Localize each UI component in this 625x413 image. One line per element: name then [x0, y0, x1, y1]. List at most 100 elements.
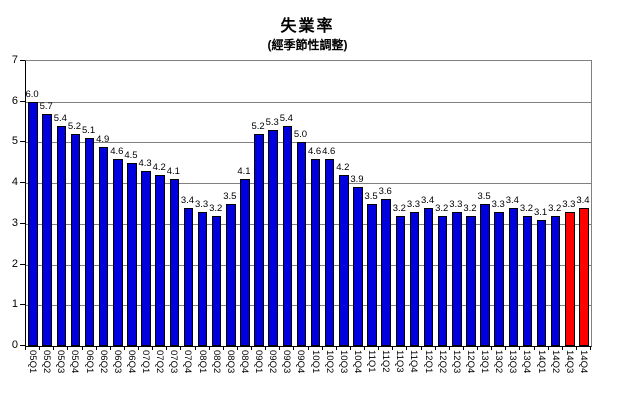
y-axis-tick — [20, 182, 25, 184]
bar-value-label: 4.9 — [96, 133, 110, 145]
x-axis-tick — [477, 346, 478, 350]
bar-value-label: 5.7 — [39, 100, 53, 112]
x-axis-label: 09Q1 — [253, 350, 265, 374]
x-axis-label: 10Q2 — [323, 350, 335, 374]
bar — [28, 101, 38, 346]
bar — [98, 146, 109, 346]
bar — [197, 211, 208, 346]
x-axis-tick — [533, 346, 535, 350]
x-axis-tick — [505, 346, 507, 350]
gridline — [26, 142, 591, 144]
bar-value-label: 3.1 — [533, 206, 548, 218]
bar-value-label: 3.2 — [463, 202, 477, 214]
x-axis-label: 12Q2 — [436, 350, 448, 374]
x-axis-tick — [109, 346, 111, 350]
x-axis-tick — [307, 346, 309, 350]
x-axis-label: 11Q1 — [366, 350, 378, 373]
bar-value-label: 4.1 — [237, 166, 251, 178]
x-axis-tick — [448, 346, 450, 350]
bar-value-label: 3.4 — [576, 194, 590, 206]
x-axis-tick — [590, 346, 591, 350]
bar-value-label: 5.4 — [279, 113, 293, 125]
x-axis-label: 08Q2 — [210, 350, 222, 374]
x-axis-tick — [166, 346, 168, 350]
y-axis-tick — [20, 345, 25, 346]
x-axis-label: 13Q2 — [493, 350, 505, 374]
bar — [466, 215, 476, 346]
x-axis-label: 09Q3 — [281, 350, 293, 374]
x-axis-tick — [547, 346, 549, 350]
x-axis-label: 07Q4 — [182, 350, 194, 374]
bar-value-label: 3.5 — [477, 190, 491, 202]
bar-value-label: 4.1 — [166, 166, 180, 178]
x-axis-label: 11Q4 — [408, 350, 420, 373]
x-axis-tick — [25, 346, 26, 350]
chart-subtitle: (經季節性調整) — [267, 38, 348, 52]
bar-value-label: 5.2 — [67, 121, 82, 133]
x-axis-label: 14Q1 — [535, 350, 547, 374]
y-axis-label: 2 — [11, 257, 18, 270]
x-axis-tick — [81, 346, 83, 350]
bar-value-label: 3.3 — [406, 198, 421, 210]
bar-value-label: 4.2 — [336, 162, 350, 173]
x-axis-label: 13Q3 — [507, 350, 519, 374]
bar-value-label: 5.1 — [81, 125, 96, 137]
y-axis-tick — [20, 100, 25, 102]
plot-area — [25, 60, 592, 347]
bar — [70, 134, 81, 346]
x-axis-tick — [491, 346, 493, 350]
bar-value-label: 3.4 — [180, 194, 195, 206]
x-axis-label: 05Q3 — [55, 350, 67, 374]
gridline — [26, 223, 591, 225]
bar — [310, 158, 321, 346]
bar — [155, 175, 165, 346]
x-axis-tick — [420, 346, 422, 350]
bar — [395, 215, 406, 346]
x-axis-tick — [222, 346, 224, 350]
y-axis-label: 0 — [11, 339, 18, 351]
x-axis-label: 06Q1 — [83, 350, 95, 374]
bar-value-label: 3.5 — [223, 190, 237, 202]
bar — [579, 207, 589, 346]
x-axis-label: 06Q4 — [125, 350, 137, 374]
x-axis-tick — [321, 346, 323, 350]
x-axis-tick — [123, 346, 125, 350]
x-axis-label: 07Q2 — [154, 350, 166, 374]
x-axis-tick — [251, 346, 252, 350]
x-axis-tick — [194, 346, 196, 350]
bar — [494, 211, 504, 346]
bar — [113, 158, 123, 346]
x-axis-label: 14Q4 — [577, 350, 589, 374]
bar-value-label: 4.5 — [124, 149, 138, 161]
bar — [522, 215, 533, 346]
bar — [183, 207, 194, 346]
gridline — [26, 305, 591, 307]
y-axis-tick — [20, 263, 25, 265]
bar — [84, 138, 95, 346]
x-axis-label: 14Q2 — [549, 350, 561, 374]
bar — [353, 187, 363, 346]
x-axis-tick — [236, 346, 238, 350]
x-axis-tick — [152, 346, 154, 350]
x-axis-label: 13Q1 — [479, 350, 491, 374]
bar-value-label: 4.3 — [138, 157, 152, 169]
x-axis-label: 06Q2 — [97, 350, 109, 374]
x-axis-label: 11Q2 — [380, 350, 392, 373]
gridline — [26, 101, 591, 103]
bar-value-label: 4.6 — [322, 145, 336, 157]
bar — [452, 211, 462, 346]
x-axis-label: 12Q3 — [450, 350, 462, 374]
x-axis-tick — [293, 346, 295, 350]
y-axis-label: 5 — [11, 135, 18, 148]
x-axis-label: 11Q3 — [394, 350, 406, 373]
y-axis-label: 1 — [11, 298, 18, 311]
bar — [211, 215, 222, 346]
x-axis-label: 10Q1 — [309, 350, 321, 374]
gridline — [26, 264, 591, 266]
bar-value-label: 3.2 — [519, 202, 534, 214]
bar — [550, 215, 561, 346]
bar — [409, 211, 420, 346]
bar-value-label: 3.3 — [491, 198, 505, 210]
x-axis-label: 10Q4 — [351, 350, 363, 374]
bar — [437, 215, 448, 346]
